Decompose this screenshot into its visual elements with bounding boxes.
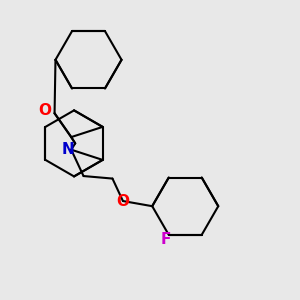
Text: N: N xyxy=(61,142,74,157)
Text: O: O xyxy=(38,103,51,118)
Text: O: O xyxy=(116,194,129,208)
Text: F: F xyxy=(160,232,171,247)
